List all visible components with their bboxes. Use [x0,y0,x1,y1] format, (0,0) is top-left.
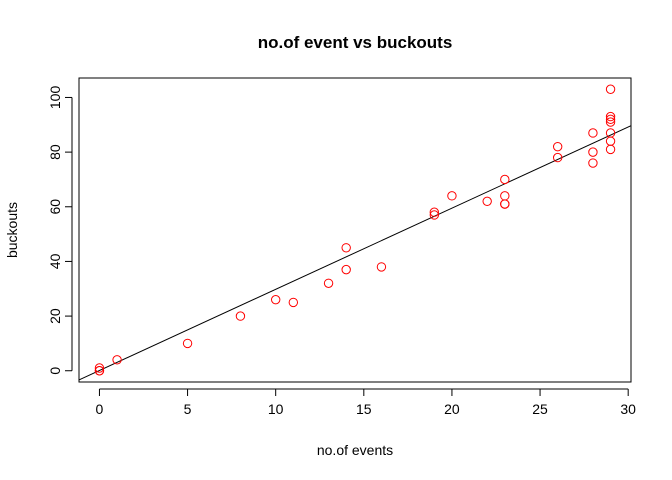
data-point [323,278,334,288]
y-tick-label: 60 [47,199,63,215]
data-point [376,262,387,272]
x-tick-label: 0 [96,401,104,417]
data-point [288,297,299,308]
data-point [341,243,351,253]
data-point [182,338,193,349]
data-point [588,147,598,157]
data-point [235,311,246,321]
y-tick-label: 20 [47,308,63,324]
x-tick-label: 20 [444,401,460,417]
data-point [605,111,616,122]
data-points [94,84,616,376]
x-axis-label: no.of events [317,442,393,458]
data-point [552,152,563,163]
data-point [500,191,510,201]
y-axis: 0 20 40 60 80 100 [47,86,73,375]
x-tick-label: 5 [184,401,192,417]
data-point [94,363,105,373]
x-tick-label: 15 [356,401,372,417]
y-axis-label: buckouts [4,202,20,258]
data-point [94,366,105,376]
y-tick-label: 100 [47,86,63,110]
data-point [605,117,616,127]
regression-line-group [78,125,632,381]
data-point [500,174,510,185]
data-point [270,294,281,305]
data-point [447,191,457,201]
x-tick-label: 25 [532,401,548,417]
regression-line [78,125,632,381]
chart-title: no.of event vs buckouts [258,33,453,52]
y-tick-label: 80 [47,144,63,160]
plot-area [78,77,632,383]
x-tick-label: 30 [620,401,636,417]
data-point [552,141,563,152]
data-point [588,128,598,138]
data-point [605,114,616,125]
y-tick-label: 0 [47,367,63,375]
data-point [605,136,616,146]
data-point [605,144,616,155]
data-point [500,199,510,209]
data-point [605,84,616,94]
data-point [482,196,492,207]
data-point [112,355,122,365]
data-point [429,210,440,220]
y-tick-label: 40 [47,253,63,269]
data-point [429,207,440,217]
x-axis: 0 5 10 15 20 25 30 [96,388,636,417]
x-tick-label: 10 [268,401,284,417]
data-point [605,128,616,138]
data-point [588,158,598,168]
data-point [341,264,351,275]
